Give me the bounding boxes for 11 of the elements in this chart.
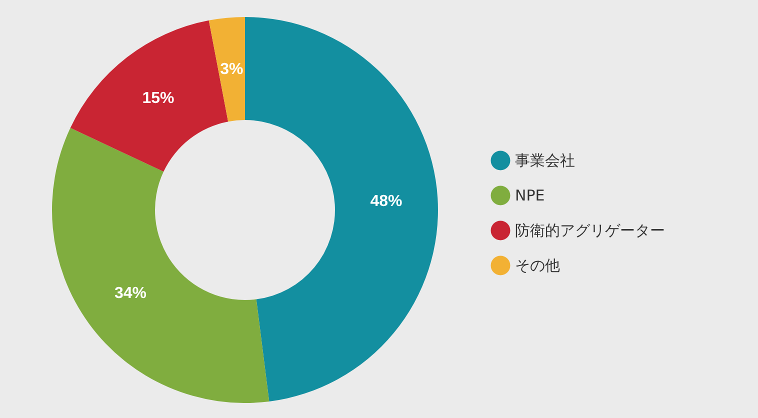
legend-label: その他	[515, 256, 560, 274]
donut-slice	[52, 128, 270, 403]
data-label: 3%	[220, 61, 244, 78]
data-label: 34%	[114, 285, 147, 302]
donut-slice	[245, 17, 438, 402]
data-label: 48%	[370, 193, 402, 210]
legend-label: NPE	[515, 186, 545, 204]
donut-slice	[208, 17, 245, 122]
legend-label: 防衛的アグリゲーター	[515, 222, 665, 240]
legend-label: 事業会社	[515, 152, 575, 170]
data-label: 15%	[142, 90, 174, 108]
